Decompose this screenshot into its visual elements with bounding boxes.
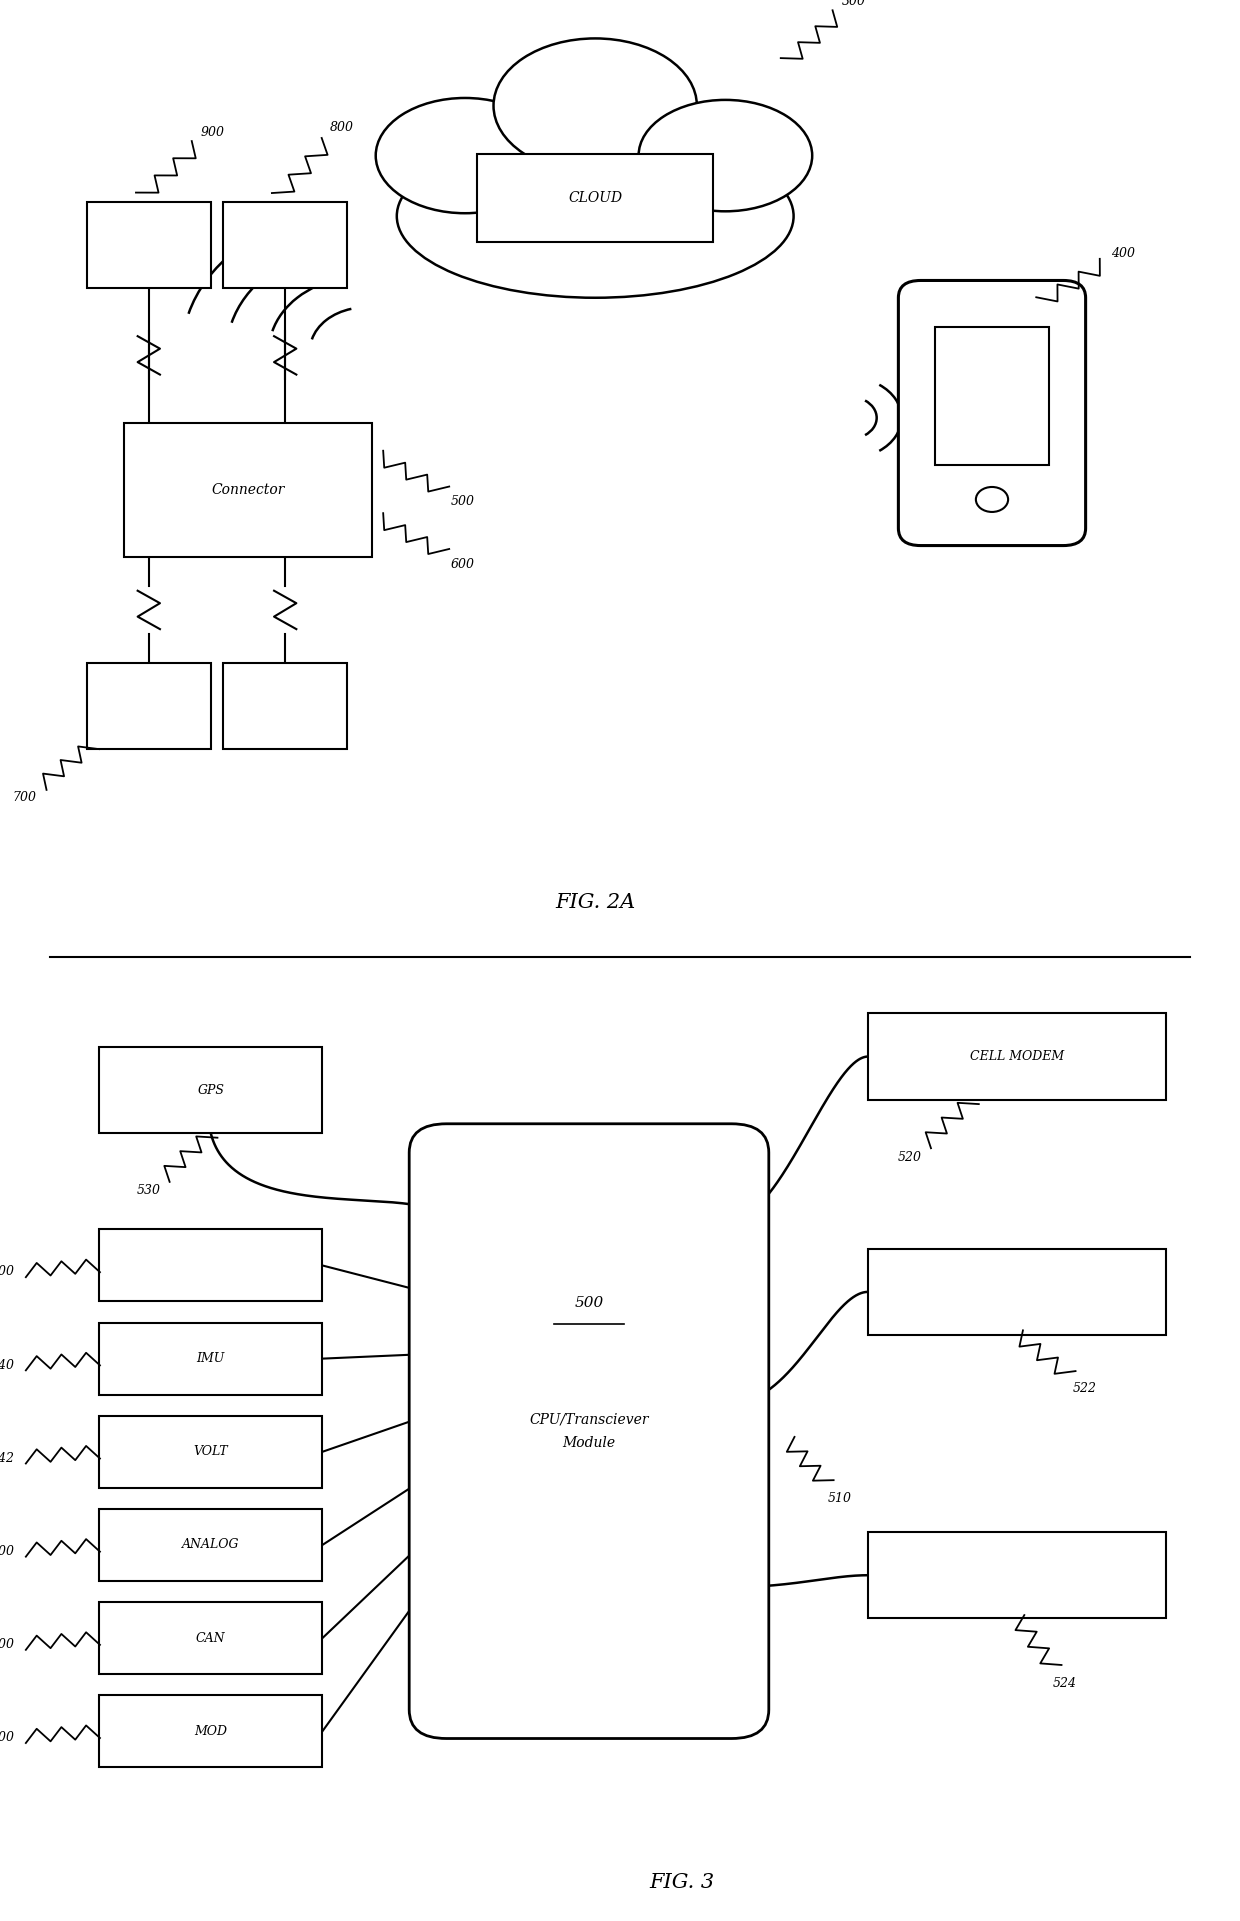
Ellipse shape xyxy=(397,134,794,298)
Bar xyxy=(868,1533,1166,1617)
Bar xyxy=(935,327,1049,465)
Text: VOLT: VOLT xyxy=(193,1445,228,1458)
Bar xyxy=(99,1324,322,1395)
Text: CAN: CAN xyxy=(196,1631,226,1644)
Bar xyxy=(223,202,347,288)
Bar xyxy=(477,154,713,242)
Text: 600: 600 xyxy=(450,557,475,571)
Text: MOD: MOD xyxy=(195,1725,227,1739)
Text: ANALOG: ANALOG xyxy=(182,1539,239,1552)
Bar xyxy=(124,423,372,557)
Text: FIG. 3: FIG. 3 xyxy=(650,1873,714,1892)
Text: 700: 700 xyxy=(12,791,37,803)
Text: 600: 600 xyxy=(0,1266,15,1279)
Text: 530: 530 xyxy=(136,1183,161,1197)
Circle shape xyxy=(976,488,1008,513)
Text: 500: 500 xyxy=(574,1297,604,1310)
Text: FIG. 2A: FIG. 2A xyxy=(556,893,635,912)
Text: 522: 522 xyxy=(1073,1381,1097,1395)
Text: CLOUD: CLOUD xyxy=(568,190,622,206)
Bar xyxy=(868,1014,1166,1099)
Bar xyxy=(99,1602,322,1673)
Text: 520: 520 xyxy=(898,1151,923,1164)
Bar xyxy=(99,1510,322,1581)
Text: 510: 510 xyxy=(827,1493,852,1504)
Text: 900: 900 xyxy=(0,1731,15,1744)
Text: 300: 300 xyxy=(842,0,866,8)
Text: 400: 400 xyxy=(1111,248,1135,259)
Text: 500: 500 xyxy=(450,496,475,509)
Text: 800: 800 xyxy=(0,1544,15,1558)
Bar xyxy=(99,1047,322,1133)
Text: GPS: GPS xyxy=(197,1083,224,1097)
Bar xyxy=(99,1696,322,1767)
Text: 800: 800 xyxy=(330,121,353,134)
FancyBboxPatch shape xyxy=(409,1124,769,1739)
Text: 540: 540 xyxy=(0,1358,15,1372)
Text: CPU/Transciever
Module: CPU/Transciever Module xyxy=(529,1412,649,1450)
Ellipse shape xyxy=(494,38,697,173)
Text: 700: 700 xyxy=(0,1639,15,1652)
FancyBboxPatch shape xyxy=(898,280,1086,546)
Ellipse shape xyxy=(376,98,554,213)
Text: CELL MODEM: CELL MODEM xyxy=(970,1051,1064,1062)
Text: 900: 900 xyxy=(201,125,224,138)
Text: 524: 524 xyxy=(1053,1677,1078,1690)
Bar xyxy=(99,1229,322,1302)
Text: Connector: Connector xyxy=(211,482,285,498)
Text: IMU: IMU xyxy=(197,1352,224,1366)
Bar xyxy=(99,1416,322,1487)
Bar xyxy=(868,1249,1166,1335)
Bar xyxy=(223,663,347,749)
Ellipse shape xyxy=(639,100,812,211)
Bar xyxy=(87,202,211,288)
Bar xyxy=(87,663,211,749)
Text: 542: 542 xyxy=(0,1452,15,1466)
